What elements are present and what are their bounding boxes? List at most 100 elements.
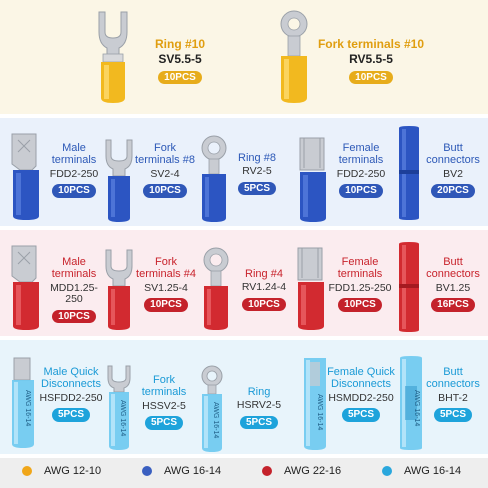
item-name: Fork terminals #4 bbox=[136, 256, 196, 281]
qty-badge: 5PCS bbox=[341, 408, 381, 422]
qty-badge: 10PCS bbox=[158, 70, 202, 85]
band-yellow bbox=[0, 0, 488, 116]
male-spade-terminal-icon bbox=[11, 245, 39, 330]
item-code: FDD2-250 bbox=[49, 167, 99, 180]
label-fork-8: Fork terminals #8 SV2-4 10PCS bbox=[132, 142, 198, 198]
divider bbox=[0, 454, 488, 458]
divider bbox=[0, 336, 488, 340]
label-female-terminals-red: Female terminals FDD1.25-250 10PCS bbox=[326, 256, 394, 312]
label-fork-terminals-hs: Fork terminals HSSV2-5 5PCS bbox=[134, 374, 194, 430]
item-code: BV1.25 bbox=[435, 281, 471, 294]
heat-shrink-ring-terminal-icon: AWG 16-14 bbox=[201, 365, 223, 452]
label-male-terminals: Male terminals FDD2-250 10PCS bbox=[46, 142, 102, 198]
legend-label: AWG 12-10 bbox=[44, 465, 102, 477]
ring-terminal-icon bbox=[280, 10, 308, 103]
item-name: Ring #4 bbox=[245, 268, 283, 280]
qty-badge: 10PCS bbox=[339, 184, 383, 198]
item-code: FDD2-250 bbox=[336, 167, 386, 180]
item-name: Butt connectors bbox=[426, 142, 480, 167]
item-name: Ring #10 bbox=[154, 37, 205, 51]
qty-badge: 10PCS bbox=[143, 184, 187, 198]
legend-item-awg-16-14-hs: AWG 16-14 bbox=[382, 465, 461, 477]
item-name: Female terminals bbox=[338, 142, 384, 167]
label-ring-4: Ring #4 RV1.24-4 10PCS bbox=[234, 268, 294, 312]
item-name: Butt connectors bbox=[426, 366, 480, 391]
ring-terminal-icon bbox=[201, 135, 227, 222]
qty-badge: 5PCS bbox=[237, 182, 277, 196]
item-name: Ring bbox=[247, 386, 271, 398]
item-name: Butt connectors bbox=[426, 256, 480, 281]
legend-label: AWG 16-14 bbox=[164, 465, 222, 477]
fork-terminal-icon bbox=[105, 249, 133, 330]
ring-terminal-icon bbox=[203, 247, 229, 330]
label-male-quick-disconnects: Male Quick Disconnects HSFDD2-250 5PCS bbox=[36, 366, 106, 422]
item-code: RV5.5-5 bbox=[349, 52, 393, 67]
item-code: MDD1.25-250 bbox=[50, 281, 98, 306]
item-code: SV5.5-5 bbox=[158, 52, 202, 67]
qty-badge: 5PCS bbox=[239, 416, 279, 430]
item-code: HSMDD2-250 bbox=[328, 391, 394, 404]
legend-label: AWG 16-14 bbox=[404, 465, 462, 477]
sleeve-print: AWG 16-14 bbox=[24, 390, 31, 426]
label-butt-connectors: Butt connectors BV2 20PCS bbox=[422, 142, 484, 198]
label-fork-4: Fork terminals #4 SV1.25-4 10PCS bbox=[134, 256, 198, 312]
item-name: Fork terminals #8 bbox=[135, 142, 195, 167]
legend-dot-icon bbox=[382, 466, 392, 476]
qty-badge: 5PCS bbox=[433, 408, 473, 422]
fork-terminal-icon bbox=[105, 139, 133, 222]
heat-shrink-male-terminal-icon: AWG 16-14 bbox=[12, 357, 34, 448]
item-code: HSSV2-5 bbox=[142, 399, 186, 412]
legend-item-awg-22-16: AWG 22-16 bbox=[262, 465, 341, 477]
item-name: Female Quick Disconnects bbox=[327, 366, 395, 391]
legend-dot-icon bbox=[142, 466, 152, 476]
sleeve-print: AWG 16-14 bbox=[413, 390, 420, 426]
female-spade-terminal-icon bbox=[299, 137, 326, 222]
item-code: SV2-4 bbox=[150, 167, 180, 180]
item-name: Ring #8 bbox=[238, 152, 276, 164]
qty-badge: 10PCS bbox=[52, 184, 96, 198]
item-code: RV1.24-4 bbox=[241, 281, 287, 294]
qty-badge: 10PCS bbox=[144, 298, 188, 312]
qty-badge: 10PCS bbox=[52, 310, 96, 324]
label-female-terminals: Female terminals FDD2-250 10PCS bbox=[330, 142, 392, 198]
label-female-quick-disconnects: Female Quick Disconnects HSMDD2-250 5PCS bbox=[326, 366, 396, 422]
item-code: HSRV2-5 bbox=[236, 399, 282, 412]
item-name: Male terminals bbox=[51, 256, 97, 281]
item-name: Fork terminals bbox=[141, 374, 187, 399]
fork-terminal-icon bbox=[98, 11, 128, 103]
legend-item-awg-16-14: AWG 16-14 bbox=[142, 465, 221, 477]
divider bbox=[0, 226, 488, 230]
item-code: BV2 bbox=[443, 167, 463, 180]
label-male-terminals-red: Male terminals MDD1.25-250 10PCS bbox=[42, 256, 106, 324]
item-name: Male terminals bbox=[51, 142, 97, 167]
female-spade-terminal-icon bbox=[297, 247, 324, 330]
label-butt-connectors-hs: Butt connectors BHT-2 5PCS bbox=[422, 366, 484, 422]
item-code: HSFDD2-250 bbox=[39, 391, 103, 404]
item-code: RV2-5 bbox=[242, 165, 272, 178]
item-code: SV1.25-4 bbox=[144, 281, 188, 294]
label-ring-10: Ring #10 SV5.5-5 10PCS bbox=[140, 37, 220, 85]
male-spade-terminal-icon bbox=[11, 133, 39, 220]
label-ring-8: Ring #8 RV2-5 5PCS bbox=[232, 152, 282, 196]
butt-connector-icon bbox=[399, 126, 419, 220]
qty-badge: 16PCS bbox=[431, 298, 475, 312]
label-fork-10: Fork terminals #10 RV5.5-5 10PCS bbox=[316, 37, 426, 85]
heat-shrink-female-terminal-icon: AWG 16-14 bbox=[304, 358, 326, 450]
legend-dot-icon bbox=[22, 466, 32, 476]
label-butt-connectors-red: Butt connectors BV1.25 16PCS bbox=[422, 256, 484, 312]
item-name: Female terminals bbox=[337, 256, 383, 281]
sleeve-print: AWG 16-14 bbox=[316, 394, 323, 430]
qty-badge: 20PCS bbox=[431, 184, 475, 198]
qty-badge: 5PCS bbox=[144, 416, 184, 430]
legend-item-awg-12-10: AWG 12-10 bbox=[22, 465, 101, 477]
legend-label: AWG 22-16 bbox=[284, 465, 342, 477]
qty-badge: 10PCS bbox=[338, 298, 382, 312]
heat-shrink-fork-terminal-icon: AWG 16-14 bbox=[107, 365, 131, 450]
sleeve-print: AWG 16-14 bbox=[119, 400, 126, 436]
qty-badge: 10PCS bbox=[242, 298, 286, 312]
legend-bar bbox=[0, 456, 488, 488]
item-code: FDD1.25-250 bbox=[328, 281, 392, 294]
legend-dot-icon bbox=[262, 466, 272, 476]
butt-connector-icon bbox=[399, 242, 419, 332]
divider bbox=[0, 114, 488, 118]
